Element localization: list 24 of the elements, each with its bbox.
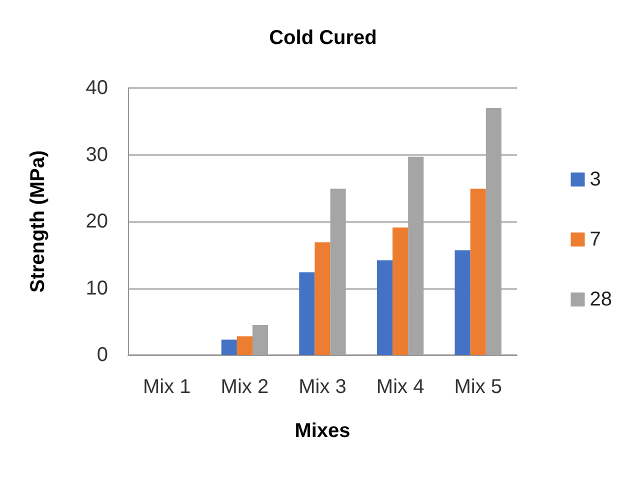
chart-title: Cold Cured — [269, 27, 377, 49]
bar — [236, 336, 252, 355]
y-tick-label: 10 — [86, 277, 108, 300]
bar — [221, 340, 237, 355]
legend-label: 3 — [590, 168, 601, 190]
x-tick-label: Mix 3 — [298, 376, 346, 398]
legend-label: 7 — [590, 228, 601, 250]
bar — [376, 260, 393, 355]
x-tick-label: Mix 1 — [143, 376, 191, 398]
bar — [392, 228, 408, 355]
x-axis-title: Mixes — [294, 420, 350, 442]
bar — [454, 250, 470, 355]
bar — [299, 272, 315, 355]
y-tick-label: 0 — [96, 344, 108, 366]
x-tick-label: Mix 4 — [376, 376, 424, 398]
bar — [314, 242, 330, 355]
y-tick-label: 40 — [86, 77, 108, 99]
x-tick-label: Mix 5 — [454, 376, 502, 398]
legend-label: 28 — [590, 288, 612, 310]
y-tick-label: 30 — [86, 144, 108, 166]
bar — [470, 188, 486, 355]
x-tick-label: Mix 2 — [220, 376, 269, 398]
y-axis-title: Strength (MPa) — [27, 150, 49, 293]
y-tick-label: 20 — [86, 210, 108, 232]
